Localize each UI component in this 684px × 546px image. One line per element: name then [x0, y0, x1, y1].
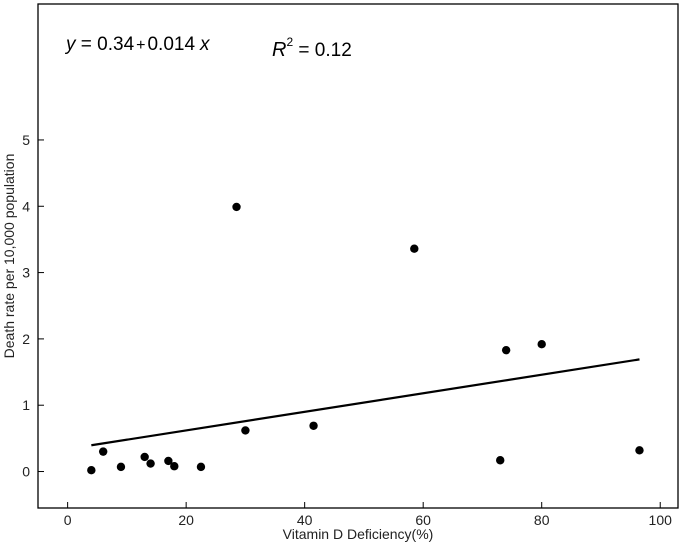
data-point [410, 244, 419, 253]
equation-slope: 0.014 [147, 34, 195, 55]
y-axis-ticks: 0 1 2 3 4 5 [22, 132, 44, 480]
equation-plus: + [136, 37, 145, 54]
y-tick-label: 2 [22, 331, 30, 347]
y-axis-title: Death rate per 10,000 population [1, 154, 17, 359]
x-tick-label: 0 [64, 512, 72, 528]
equation-intercept: = 0.34 [76, 34, 135, 55]
r-squared-value: = 0.12 [293, 40, 352, 61]
x-axis-ticks: 0 20 40 60 80 100 [64, 502, 672, 528]
r-squared-label: R2 = 0.12 [272, 35, 352, 61]
data-point [537, 340, 546, 349]
x-tick-label: 80 [534, 512, 550, 528]
y-tick-label: 5 [22, 132, 30, 148]
r-symbol: R [272, 39, 286, 61]
y-tick-label: 3 [22, 265, 30, 281]
data-points [87, 202, 644, 475]
y-tick-label: 4 [22, 198, 30, 214]
regression-line [91, 358, 640, 447]
data-point [146, 459, 155, 468]
data-point [501, 345, 511, 355]
y-tick-label: 1 [22, 397, 30, 413]
data-point [87, 466, 96, 475]
y-tick-label: 0 [22, 464, 30, 480]
data-point [241, 426, 250, 435]
data-point [170, 462, 179, 471]
x-tick-label: 20 [178, 512, 194, 528]
data-point [98, 447, 108, 456]
r-exponent: 2 [286, 35, 293, 49]
data-point [496, 456, 505, 465]
data-point [196, 462, 206, 472]
data-point [116, 462, 126, 472]
data-point [232, 202, 241, 212]
x-tick-label: 100 [649, 512, 673, 528]
regression-equation: y = 0.34 +0.014 x [64, 34, 211, 55]
equation-x: x [199, 34, 211, 55]
x-axis-title: Vitamin D Deficiency(%) [283, 526, 434, 542]
data-point [140, 452, 149, 462]
data-point [309, 421, 318, 430]
plot-frame [37, 3, 679, 509]
x-tick-label: 60 [415, 512, 431, 528]
data-point [635, 446, 644, 455]
data-point [164, 456, 173, 466]
x-tick-label: 40 [297, 512, 313, 528]
equation-y: y [64, 34, 77, 55]
